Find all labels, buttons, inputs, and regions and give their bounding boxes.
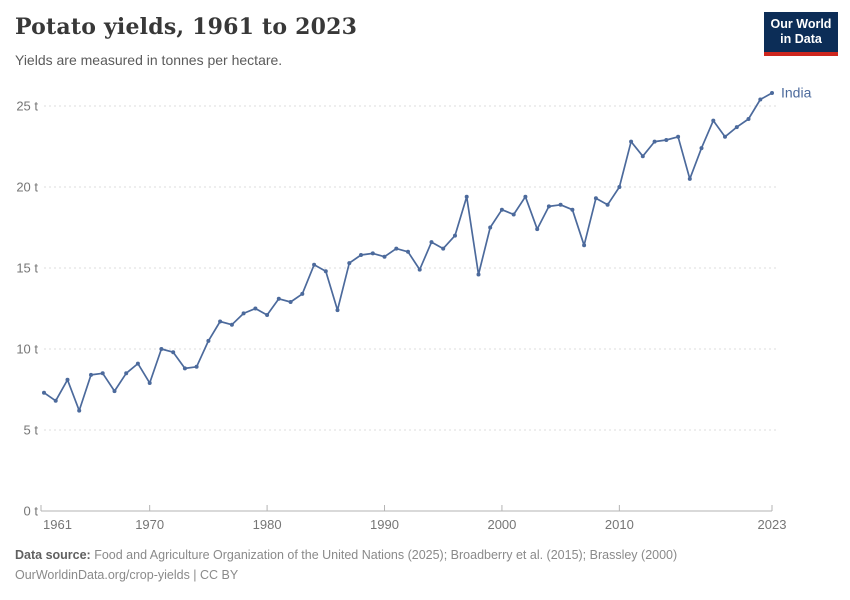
x-tick-label: 2000 [487, 517, 516, 532]
data-point [65, 377, 70, 382]
data-point [382, 254, 387, 259]
data-point [535, 227, 540, 232]
y-tick-label: 15 t [16, 261, 38, 276]
data-point [406, 249, 410, 254]
data-point [676, 134, 681, 139]
chart-footer: Data source: Food and Agriculture Organi… [15, 545, 795, 585]
chart-subtitle: Yields are measured in tonnes per hectar… [15, 52, 283, 68]
data-point [265, 313, 270, 317]
data-point [511, 212, 516, 217]
data-point [652, 139, 657, 144]
data-point [100, 371, 105, 376]
series-points-india [42, 91, 774, 413]
data-point [593, 196, 598, 201]
data-point [488, 225, 493, 230]
data-point [194, 364, 199, 369]
data-point [276, 296, 281, 301]
data-point [394, 246, 399, 251]
owid-logo[interactable]: Our World in Data [764, 12, 838, 56]
data-point [53, 398, 58, 403]
data-point [124, 371, 129, 376]
y-tick-label: 25 t [16, 99, 38, 114]
data-point [77, 408, 82, 413]
data-point [699, 146, 704, 151]
y-tick-label: 10 t [16, 342, 38, 357]
data-point [359, 253, 363, 257]
data-point [171, 350, 176, 355]
data-point [159, 347, 164, 351]
data-point [89, 372, 93, 377]
data-point [734, 125, 739, 130]
data-point [417, 267, 422, 272]
data-point [499, 207, 504, 212]
datasource-line: Data source: Food and Agriculture Organi… [15, 545, 795, 565]
x-tick-label: 1990 [370, 517, 399, 532]
data-point [758, 97, 763, 102]
data-point [476, 272, 481, 277]
data-point [429, 240, 434, 245]
x-tick-label: 1980 [253, 517, 282, 532]
data-point [335, 308, 340, 313]
license-line: OurWorldinData.org/crop-yields | CC BY [15, 568, 239, 582]
data-point [617, 185, 622, 189]
data-point [206, 338, 211, 343]
owid-logo-line1: Our World [770, 17, 832, 31]
data-point [229, 322, 234, 327]
y-tick-label: 0 t [24, 504, 39, 519]
data-point [746, 117, 751, 121]
data-point [347, 261, 352, 266]
data-point [147, 381, 152, 385]
data-point [711, 118, 716, 123]
series-end-label[interactable]: India [781, 85, 812, 101]
data-point [770, 91, 774, 95]
x-tick-label: 1970 [135, 517, 164, 532]
data-point [42, 390, 46, 395]
data-point [582, 243, 587, 248]
data-point [312, 262, 317, 267]
data-point [640, 154, 645, 159]
x-tick-label: 2010 [605, 517, 634, 532]
data-point [723, 134, 727, 139]
data-point [253, 306, 258, 311]
data-point [218, 319, 223, 324]
data-point [182, 366, 187, 371]
data-point [323, 269, 328, 274]
data-point [664, 138, 669, 142]
data-point [523, 194, 528, 199]
data-point [629, 139, 634, 144]
y-tick-label: 5 t [24, 423, 39, 438]
data-point [453, 233, 457, 238]
x-tick-label: 2023 [758, 517, 787, 532]
data-point [288, 300, 293, 304]
data-point [300, 291, 305, 296]
data-point [441, 246, 446, 251]
x-tick-label: 1961 [43, 517, 72, 532]
data-point [112, 389, 117, 394]
datasource-label: Data source: [15, 548, 91, 562]
data-point [241, 311, 246, 316]
data-point [558, 202, 563, 207]
data-point [370, 251, 375, 256]
data-point [135, 361, 140, 366]
data-point [605, 202, 610, 207]
y-tick-label: 20 t [16, 180, 38, 195]
data-point [546, 204, 551, 209]
owid-logo-line2: in Data [780, 32, 822, 47]
data-point [464, 194, 469, 199]
datasource-text: Food and Agriculture Organization of the… [90, 548, 678, 562]
page-title: Potato yields, 1961 to 2023 [15, 14, 358, 40]
data-point [570, 207, 575, 212]
data-point [687, 176, 692, 181]
